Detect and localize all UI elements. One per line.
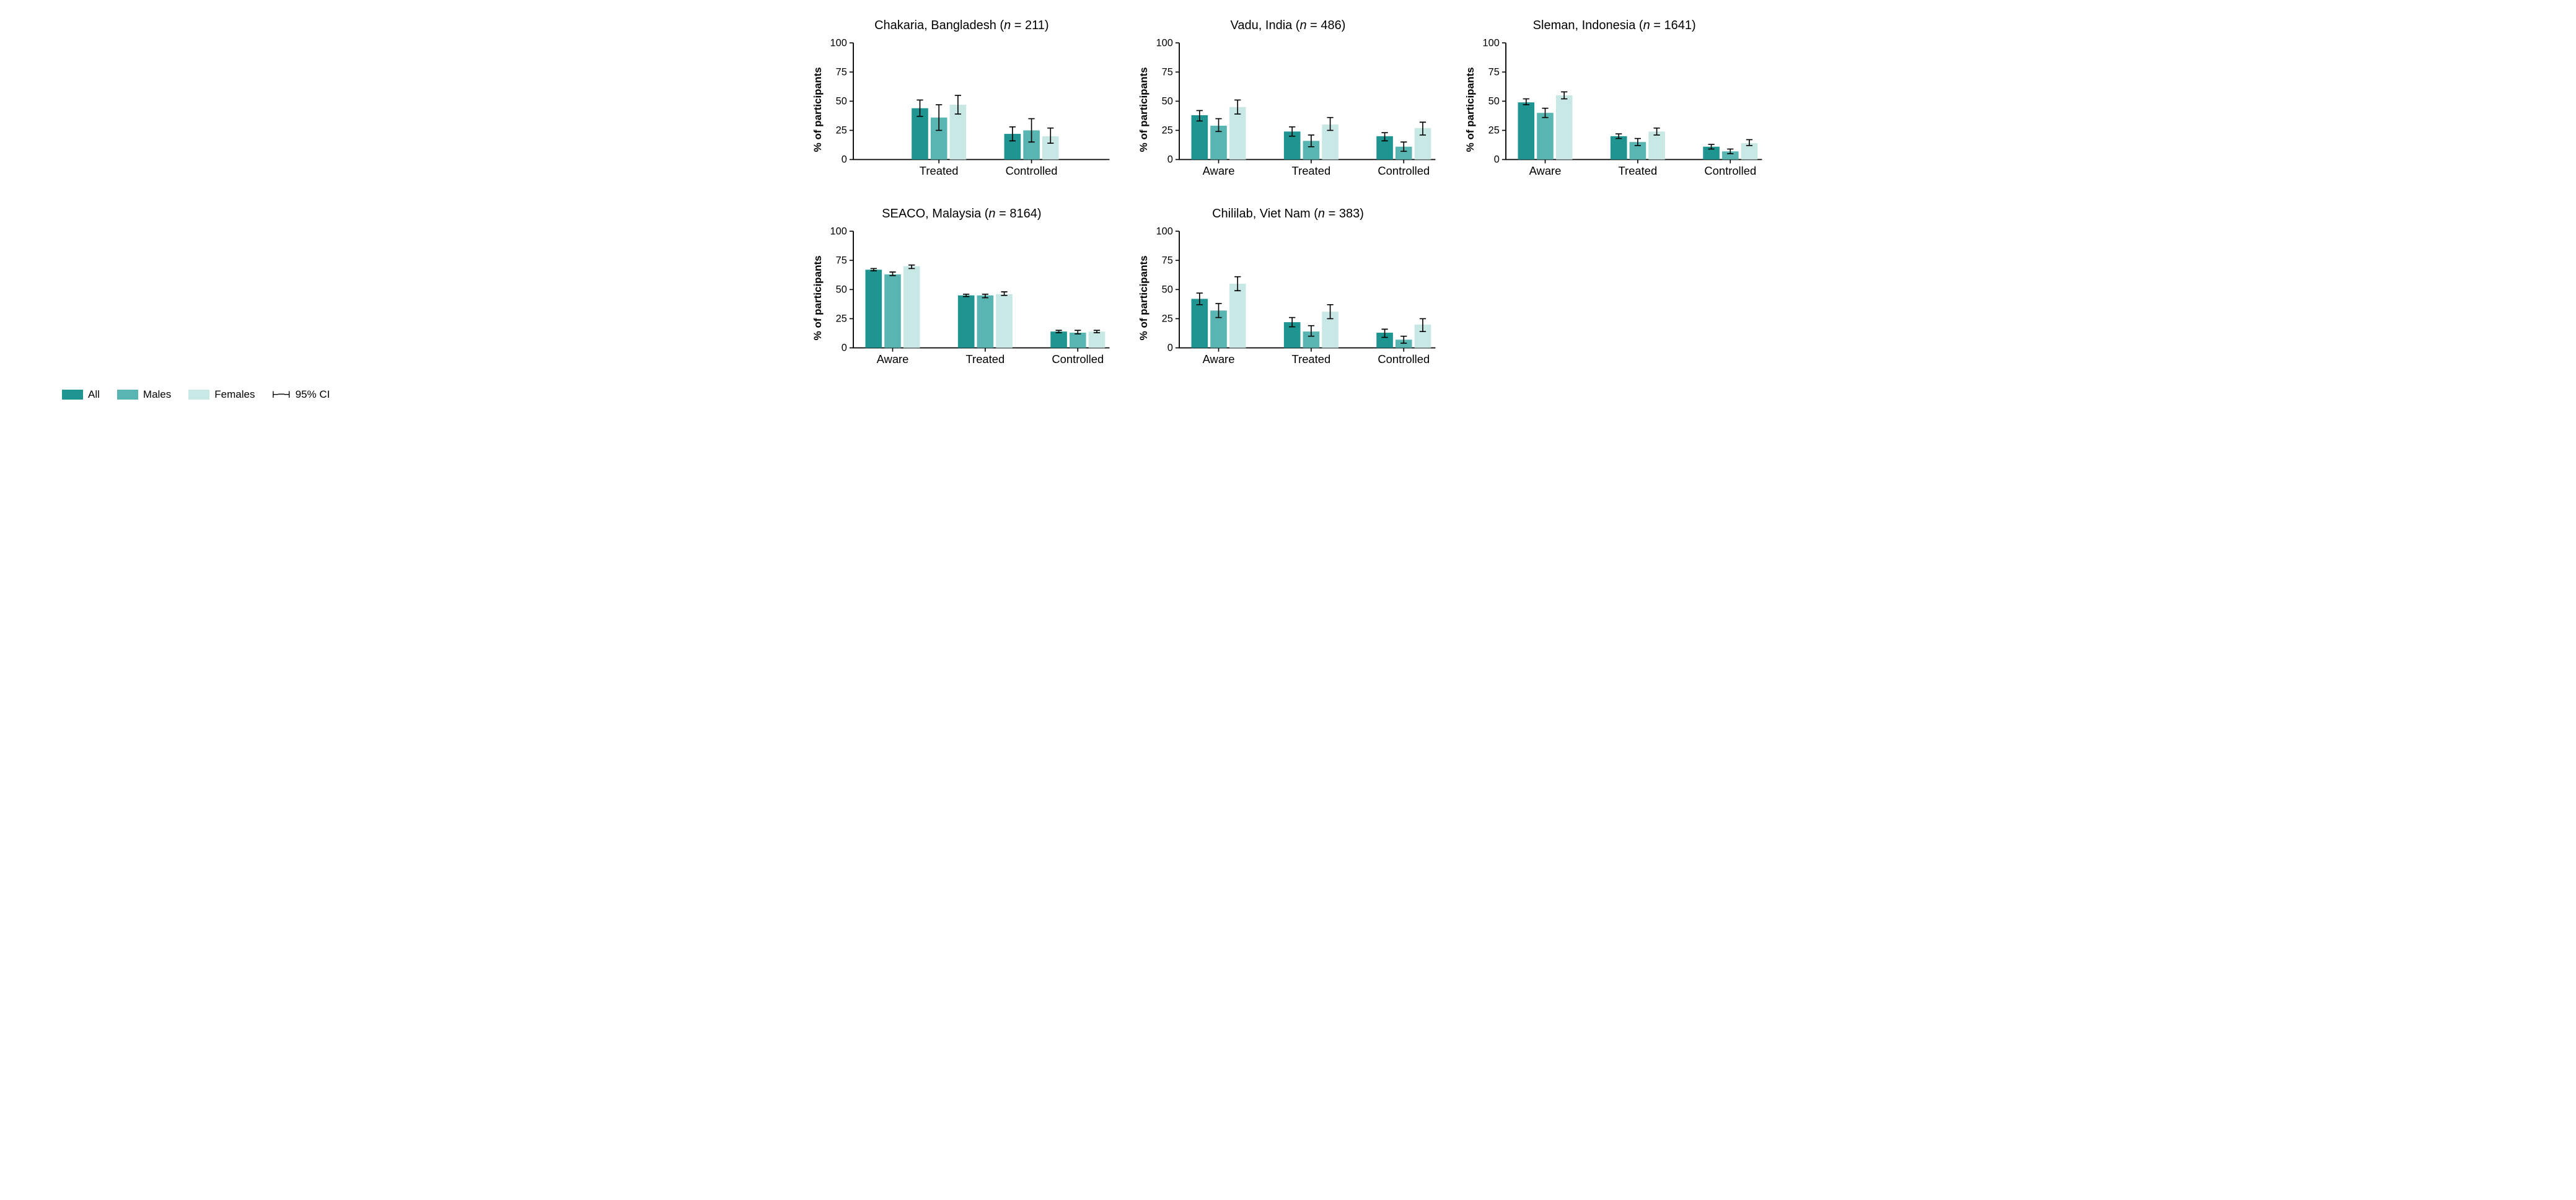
y-tick-label: 75 <box>1162 255 1173 266</box>
bar-all <box>1192 299 1208 348</box>
chart-area: 0 25 50 75 100 Aware Treated Controlled <box>824 225 1116 370</box>
y-tick-label: 25 <box>1488 125 1499 136</box>
legend-item-ci: ⊢─⊣ 95% CI <box>272 388 330 401</box>
x-category-label: Controlled <box>1378 164 1430 177</box>
y-tick-label: 100 <box>1482 37 1499 48</box>
x-category-label: Aware <box>1203 353 1235 366</box>
y-tick-label: 0 <box>1494 154 1500 165</box>
legend-item-males: Males <box>117 388 171 401</box>
error-bar <box>1055 331 1062 333</box>
error-bar <box>1093 331 1099 333</box>
bar-all <box>1050 331 1067 348</box>
panel-chililab: Chililab, Viet Nam (n = 383) % of partici… <box>1134 207 1442 370</box>
y-tick-label: 75 <box>835 66 846 77</box>
y-tick-label: 25 <box>835 125 846 136</box>
panel-seaco: SEACO, Malaysia (n = 8164) % of participa… <box>808 207 1116 370</box>
y-tick-label: 100 <box>830 226 846 237</box>
bar-all <box>957 296 974 348</box>
bar-all <box>1192 115 1208 160</box>
x-category-label: Controlled <box>1704 164 1756 177</box>
y-axis-label: % of participants <box>808 225 824 370</box>
y-tick-label: 50 <box>1488 95 1499 107</box>
error-bar <box>870 269 876 271</box>
bar-all <box>865 270 882 348</box>
bar-males <box>977 296 993 348</box>
bar-males <box>884 274 901 348</box>
bar-females <box>1229 284 1246 348</box>
y-tick-label: 75 <box>835 255 846 266</box>
panel-title: SEACO, Malaysia (n = 8164) <box>808 207 1116 221</box>
chart-area: 0 25 50 75 100 Aware Treated Controlled <box>1477 37 1769 182</box>
chart-grid: Chakaria, Bangladesh (n = 211) % of parti… <box>808 19 1769 371</box>
y-tick-label: 100 <box>830 37 846 48</box>
y-tick-label: 0 <box>841 154 846 165</box>
bar-females <box>1088 331 1105 348</box>
y-axis-label: % of participants <box>1134 225 1150 370</box>
x-category-label: Aware <box>1529 164 1561 177</box>
x-category-label: Treated <box>1292 164 1331 177</box>
bar-females <box>1648 131 1665 159</box>
bar-females <box>1229 107 1246 160</box>
x-category-label: Aware <box>876 353 908 366</box>
y-tick-label: 50 <box>1162 95 1173 107</box>
x-category-label: Controlled <box>1378 353 1430 366</box>
bar-all <box>1611 136 1627 160</box>
chart-area: 0 25 50 75 100 Aware Treated Controlled <box>1150 37 1442 182</box>
legend-item-females: Females <box>188 388 255 401</box>
x-category-label: Treated <box>1292 353 1331 366</box>
y-tick-label: 25 <box>1162 125 1173 136</box>
bar-males <box>1537 113 1554 159</box>
y-tick-label: 0 <box>1167 343 1173 354</box>
y-tick-label: 50 <box>835 95 846 107</box>
bar-males <box>1069 333 1086 348</box>
x-category-label: Treated <box>1618 164 1657 177</box>
y-axis-label: % of participants <box>1461 37 1477 182</box>
bar-females <box>996 294 1013 348</box>
y-tick-label: 50 <box>835 284 846 296</box>
y-axis-label: % of participants <box>1134 37 1150 182</box>
bar-females <box>903 266 920 348</box>
x-category-label: Treated <box>965 353 1004 366</box>
y-tick-label: 100 <box>1156 226 1173 237</box>
y-tick-label: 100 <box>1156 37 1173 48</box>
panel-title: Sleman, Indonesia (n = 1641) <box>1461 19 1769 33</box>
legend-item-all: All <box>62 388 100 401</box>
x-category-label: Treated <box>919 164 958 177</box>
chart-area: 0 25 50 75 100 Treated Controlled <box>824 37 1116 182</box>
y-tick-label: 75 <box>1488 66 1499 77</box>
panel-title: Vadu, India (n = 486) <box>1134 19 1442 33</box>
y-tick-label: 0 <box>1167 154 1173 165</box>
x-category-label: Controlled <box>1005 164 1057 177</box>
bar-all <box>1518 102 1534 159</box>
y-tick-label: 25 <box>1162 313 1173 325</box>
panel-vadu: Vadu, India (n = 486) % of participants 0 2… <box>1134 19 1442 182</box>
chart-area: 0 25 50 75 100 Aware Treated Controlled <box>1150 225 1442 370</box>
bar-females <box>1556 95 1573 160</box>
x-category-label: Aware <box>1203 164 1235 177</box>
panel-title: Chakaria, Bangladesh (n = 211) <box>808 19 1116 33</box>
panel-chakaria: Chakaria, Bangladesh (n = 211) % of parti… <box>808 19 1116 182</box>
panel-title: Chililab, Viet Nam (n = 383) <box>1134 207 1442 221</box>
y-tick-label: 75 <box>1162 66 1173 77</box>
panel-sleman: Sleman, Indonesia (n = 1641) % of partici… <box>1461 19 1769 182</box>
y-tick-label: 25 <box>835 313 846 325</box>
y-axis-label: % of participants <box>808 37 824 182</box>
y-tick-label: 50 <box>1162 284 1173 296</box>
x-category-label: Controlled <box>1052 353 1104 366</box>
y-tick-label: 0 <box>841 343 846 354</box>
legend: All Males Females ⊢─⊣ 95% CI <box>62 388 2564 401</box>
